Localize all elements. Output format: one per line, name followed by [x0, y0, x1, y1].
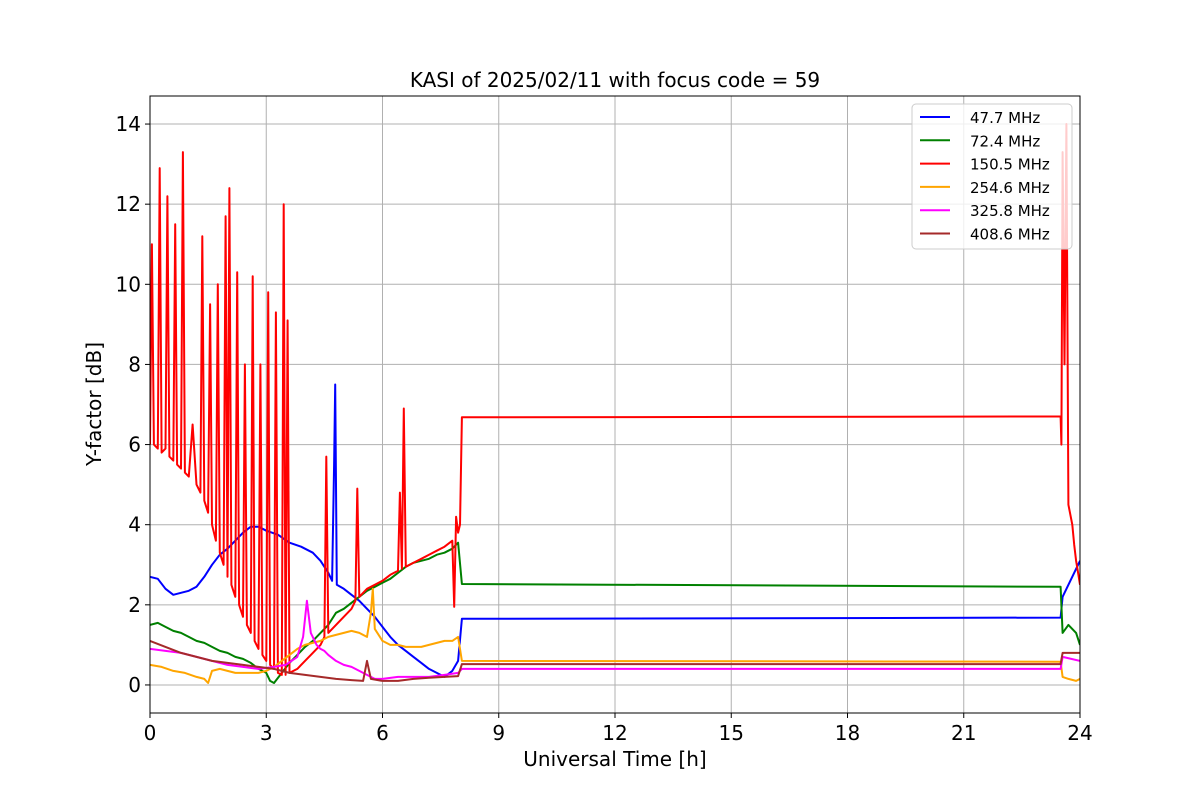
legend-entry-label: 325.8 MHz — [970, 202, 1050, 220]
series-line — [150, 123, 1080, 676]
x-tick-label: 21 — [951, 721, 976, 745]
y-tick-label: 4 — [128, 513, 141, 537]
chart-title: KASI of 2025/02/11 with focus code = 59 — [410, 68, 820, 92]
x-tick-label: 9 — [492, 721, 505, 745]
x-tick-label: 3 — [260, 721, 273, 745]
x-tick-label: 6 — [376, 721, 389, 745]
legend-box — [911, 103, 1073, 250]
x-axis-label: Universal Time [h] — [523, 747, 706, 771]
legend-entry-label: 408.6 MHz — [970, 226, 1050, 244]
y-tick-label: 6 — [128, 433, 141, 457]
x-tick-label: 24 — [1067, 721, 1092, 745]
y-tick-label: 8 — [128, 352, 141, 376]
x-tick-label: 12 — [602, 721, 627, 745]
series-layer — [150, 123, 1080, 684]
legend-entry-label: 47.7 MHz — [970, 109, 1040, 127]
series-line — [150, 639, 1080, 682]
x-tick-label: 15 — [719, 721, 744, 745]
y-axis: 0 2 4 6 8 10 12 14 — [116, 112, 150, 697]
y-tick-label: 12 — [116, 192, 141, 216]
x-tick-label: 18 — [835, 721, 860, 745]
legend-entry-label: 254.6 MHz — [970, 179, 1050, 197]
x-tick-label: 0 — [144, 721, 157, 745]
series-line — [150, 599, 1080, 680]
y-tick-label: 2 — [128, 593, 141, 617]
y-tick-label: 14 — [116, 112, 141, 136]
y-tick-label: 10 — [116, 272, 141, 296]
legend-entry-label: 72.4 MHz — [970, 132, 1040, 150]
x-axis: 0 3 6 9 12 15 18 21 24 — [144, 713, 1093, 745]
legend-entry-label: 150.5 MHz — [970, 156, 1050, 174]
y-tick-label: 0 — [128, 673, 141, 697]
y-axis-label: Y-factor [dB] — [82, 342, 106, 467]
series-line — [150, 587, 1080, 684]
legend: 47.7 MHz 72.4 MHz 150.5 MHz 254.6 MHz 325.8… — [911, 103, 1073, 250]
